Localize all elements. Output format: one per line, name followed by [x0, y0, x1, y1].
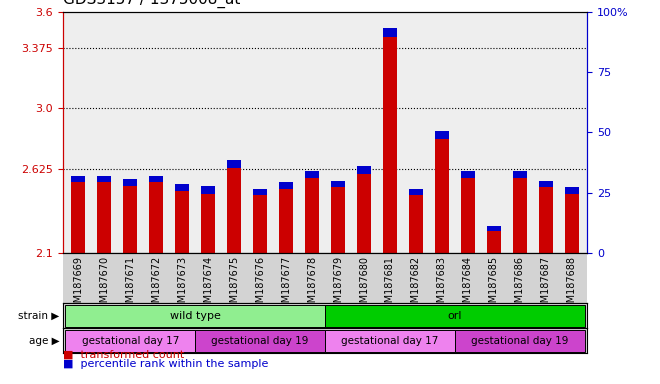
- Bar: [123, 186, 137, 253]
- Bar: [279, 189, 293, 253]
- Bar: [455, 329, 585, 352]
- Bar: [539, 187, 553, 253]
- Text: GSM187678: GSM187678: [307, 256, 317, 315]
- Text: gestational day 17: gestational day 17: [341, 336, 439, 346]
- Bar: [279, 182, 293, 189]
- Bar: [97, 176, 112, 182]
- Bar: [123, 179, 137, 186]
- Text: wild type: wild type: [170, 311, 220, 321]
- Text: GSM187679: GSM187679: [333, 256, 343, 315]
- Text: GSM187677: GSM187677: [281, 256, 291, 315]
- Bar: [409, 195, 423, 253]
- Bar: [331, 181, 345, 187]
- Text: gestational day 19: gestational day 19: [471, 336, 568, 346]
- Bar: [461, 171, 475, 178]
- Text: GSM187686: GSM187686: [515, 256, 525, 315]
- Text: GSM187681: GSM187681: [385, 256, 395, 315]
- Text: GSM187676: GSM187676: [255, 256, 265, 315]
- Bar: [486, 231, 501, 253]
- Text: GSM187688: GSM187688: [567, 256, 577, 315]
- Bar: [149, 176, 164, 182]
- Text: ■  percentile rank within the sample: ■ percentile rank within the sample: [63, 359, 268, 369]
- Text: GSM187683: GSM187683: [437, 256, 447, 315]
- Text: GSM187675: GSM187675: [229, 256, 239, 315]
- Text: gestational day 19: gestational day 19: [211, 336, 309, 346]
- Text: strain ▶: strain ▶: [18, 311, 59, 321]
- Bar: [513, 178, 527, 253]
- Text: GSM187684: GSM187684: [463, 256, 473, 315]
- Bar: [539, 181, 553, 187]
- Text: GSM187673: GSM187673: [177, 256, 187, 315]
- Text: GSM187670: GSM187670: [99, 256, 110, 315]
- Bar: [195, 329, 325, 352]
- Text: GDS3157 / 1375008_at: GDS3157 / 1375008_at: [63, 0, 240, 8]
- Bar: [325, 329, 455, 352]
- Bar: [435, 139, 449, 253]
- Text: GSM187671: GSM187671: [125, 256, 135, 315]
- Text: GSM187682: GSM187682: [411, 256, 421, 315]
- Bar: [175, 184, 189, 190]
- Bar: [331, 187, 345, 253]
- Bar: [357, 166, 371, 174]
- Bar: [383, 37, 397, 253]
- Bar: [97, 182, 112, 253]
- Bar: [305, 178, 319, 253]
- Bar: [253, 195, 267, 253]
- Bar: [175, 190, 189, 253]
- Bar: [227, 168, 242, 253]
- Text: GSM187685: GSM187685: [489, 256, 499, 315]
- Bar: [201, 186, 215, 194]
- Bar: [253, 189, 267, 195]
- Bar: [305, 171, 319, 178]
- Text: GSM187669: GSM187669: [73, 256, 83, 315]
- Bar: [486, 226, 501, 231]
- Text: GSM187674: GSM187674: [203, 256, 213, 315]
- Bar: [325, 305, 585, 327]
- Bar: [383, 28, 397, 37]
- Bar: [565, 194, 579, 253]
- Bar: [201, 194, 215, 253]
- Bar: [461, 178, 475, 253]
- Bar: [357, 174, 371, 253]
- Text: gestational day 17: gestational day 17: [82, 336, 179, 346]
- Bar: [227, 160, 242, 168]
- Bar: [71, 182, 85, 253]
- Bar: [65, 305, 325, 327]
- Bar: [71, 176, 85, 182]
- Text: GSM187672: GSM187672: [151, 256, 161, 315]
- Text: ■  transformed count: ■ transformed count: [63, 349, 184, 359]
- Text: orl: orl: [447, 311, 462, 321]
- Bar: [513, 171, 527, 178]
- Text: age ▶: age ▶: [29, 336, 59, 346]
- Bar: [435, 131, 449, 139]
- Bar: [149, 182, 164, 253]
- Text: GSM187680: GSM187680: [359, 256, 369, 315]
- Bar: [565, 187, 579, 194]
- Bar: [409, 189, 423, 195]
- Bar: [65, 329, 195, 352]
- Text: GSM187687: GSM187687: [541, 256, 551, 315]
